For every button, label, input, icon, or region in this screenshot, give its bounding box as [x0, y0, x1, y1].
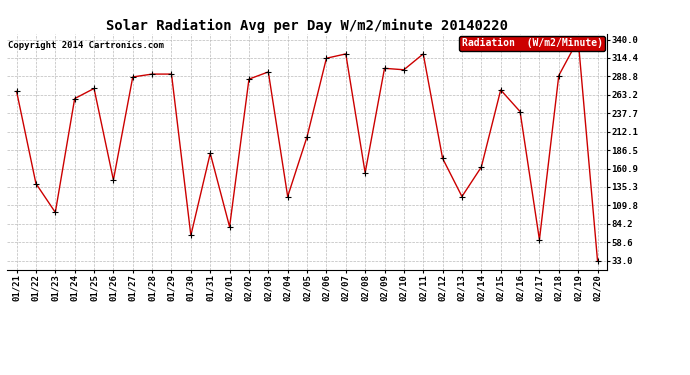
- Text: Copyright 2014 Cartronics.com: Copyright 2014 Cartronics.com: [8, 41, 164, 50]
- Title: Solar Radiation Avg per Day W/m2/minute 20140220: Solar Radiation Avg per Day W/m2/minute …: [106, 18, 508, 33]
- Legend: Radiation  (W/m2/Minute): Radiation (W/m2/Minute): [460, 36, 605, 51]
